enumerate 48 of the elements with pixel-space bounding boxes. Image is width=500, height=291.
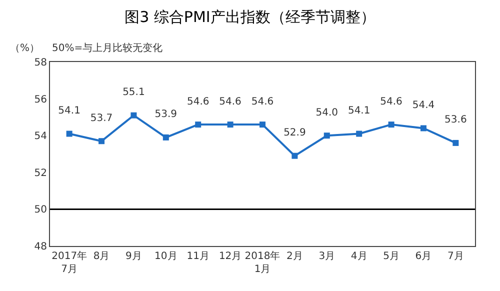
chart-title: 图3 综合PMI产出指数（经季节调整） (124, 8, 376, 26)
data-label: 53.6 (444, 114, 467, 126)
point (292, 152, 298, 159)
point (388, 122, 394, 128)
y-tick-label: 48 (34, 242, 47, 252)
point (98, 138, 105, 144)
point (420, 125, 426, 132)
point (260, 122, 266, 128)
point (324, 132, 330, 139)
x-tick-label: 5月 (383, 251, 400, 262)
x-tick-label: 8月 (93, 251, 110, 262)
point (162, 134, 169, 140)
data-label: 54.4 (412, 100, 435, 111)
point (452, 140, 459, 146)
data-label: 54.6 (380, 96, 402, 108)
y-tick-label: 50 (34, 204, 47, 216)
y-tick-label: 56 (34, 94, 47, 106)
point (356, 130, 362, 137)
data-label: 54.1 (348, 106, 370, 117)
x-tick-label: 11月 (186, 251, 210, 262)
x-tick-label: 6月 (415, 251, 432, 262)
x-tick-label: 9月 (126, 251, 142, 262)
x-tick-label: 2018年 1月 (244, 250, 280, 275)
y-axis-title: （%） (10, 43, 40, 54)
y-tick-label: 58 (34, 58, 47, 68)
data-label: 54.6 (219, 96, 242, 108)
x-tick-label: 10月 (154, 251, 178, 262)
data-label: 55.1 (122, 87, 145, 98)
point (130, 112, 137, 118)
data-label: 52.9 (284, 128, 306, 139)
x-tick-label: 7月 (447, 251, 464, 262)
x-tick-label: 2月 (286, 251, 303, 262)
x-tick-label: 3月 (318, 251, 336, 262)
data-label: 54.6 (251, 96, 274, 108)
y-tick-label: 54 (34, 131, 47, 142)
x-tick-label: 12月 (218, 251, 242, 262)
data-label: 54.6 (186, 96, 210, 108)
data-label: 54.0 (316, 107, 338, 118)
text: 50%=与上月比较无变化 (52, 42, 163, 54)
x-tick-label: 4月 (350, 251, 368, 262)
point (195, 122, 202, 128)
y-tick-label: 52 (34, 168, 47, 179)
x-tick-label: 2017年 7月 (52, 250, 88, 275)
data-label: 54.1 (58, 106, 80, 117)
point (227, 122, 234, 128)
data-label: 53.7 (90, 112, 113, 124)
data-label: 53.9 (154, 109, 178, 120)
point (66, 130, 72, 137)
